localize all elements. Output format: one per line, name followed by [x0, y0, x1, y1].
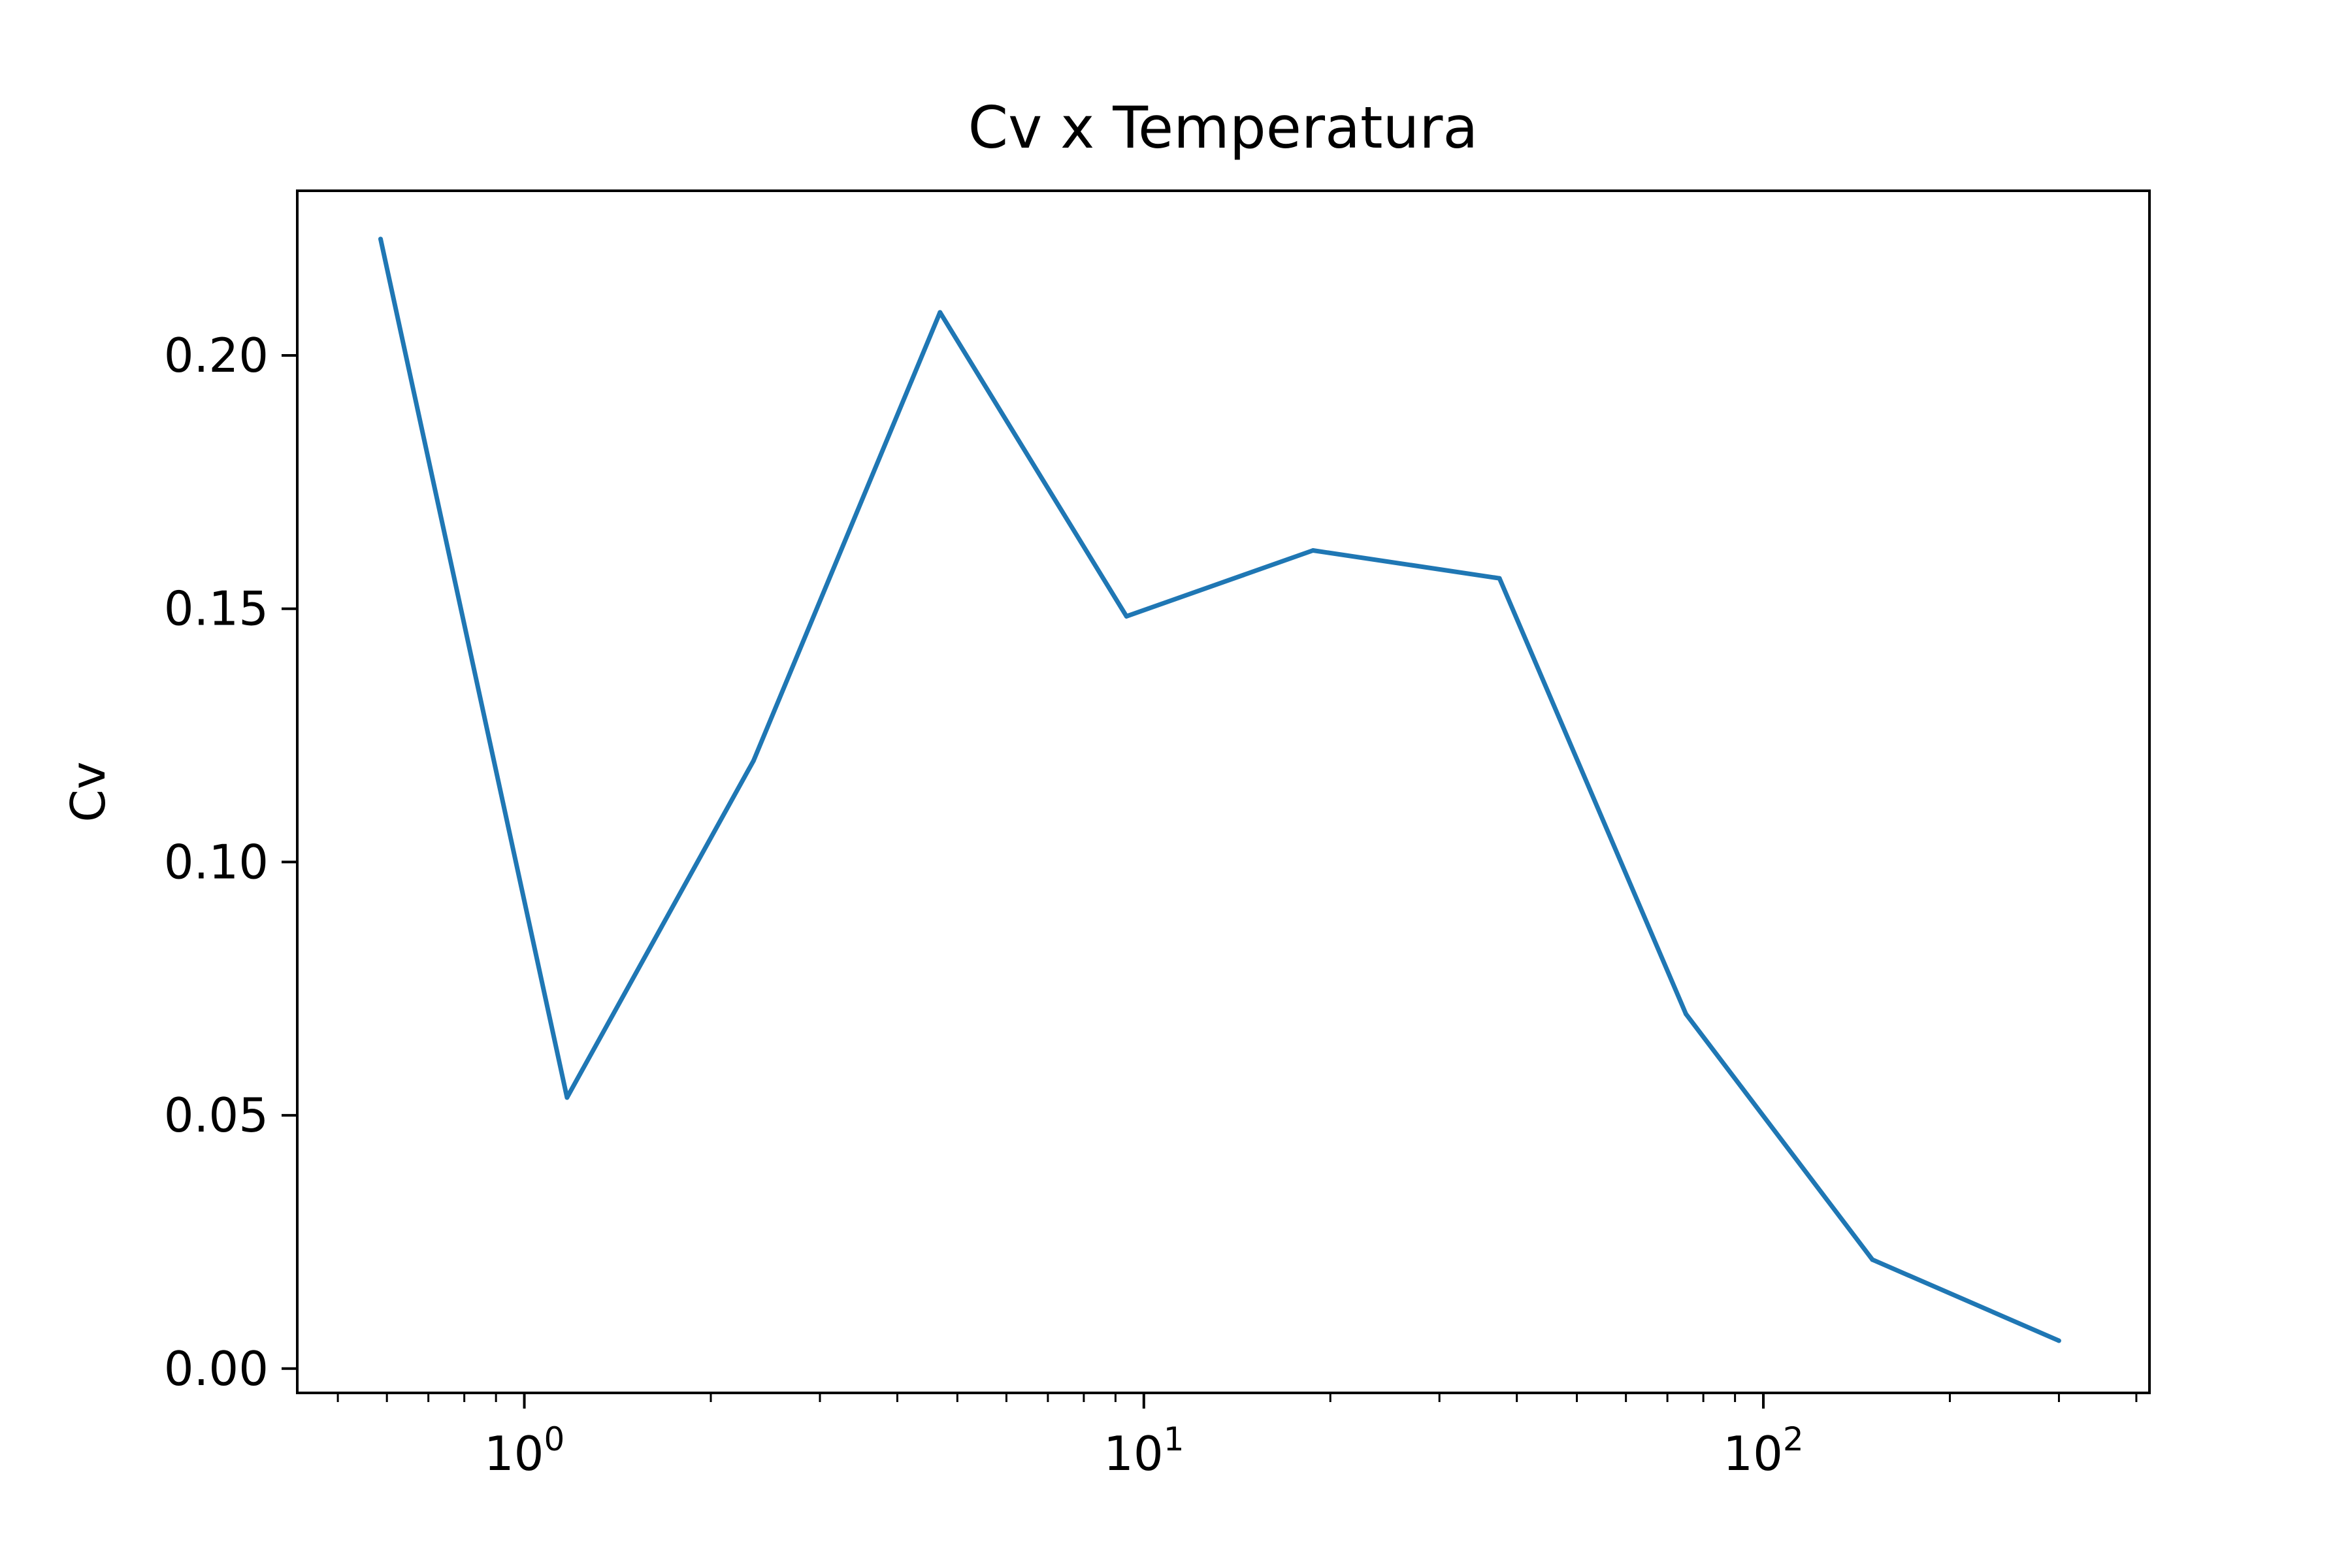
y-tick-label: 0.00: [164, 1341, 269, 1396]
data-point-1: [564, 1095, 570, 1100]
y-tick-label: 0.05: [164, 1088, 269, 1143]
axes-frame: [296, 189, 2151, 1394]
y-tick-label: 0.20: [164, 328, 269, 383]
series-line-0: [378, 238, 2060, 1343]
y-axis-label: Cv: [61, 762, 116, 823]
data-point-5: [1311, 548, 1316, 553]
x-tick-label: 102: [1723, 1420, 1803, 1481]
chart-title: Cv x Temperatura: [968, 94, 1478, 161]
y-tick-label: 0.10: [164, 834, 269, 889]
data-point-0: [378, 237, 383, 242]
data-point-4: [1124, 613, 1129, 619]
y-tick-label: 0.15: [164, 581, 269, 636]
x-tick-label: 101: [1103, 1420, 1184, 1481]
data-point-8: [1870, 1257, 1875, 1262]
data-point-2: [751, 758, 756, 763]
plot-area: 0.00 0.05 0.10 0.15 0.20 100 101 102: [164, 189, 2151, 1481]
data-point-9: [2056, 1338, 2061, 1343]
data-point-3: [938, 310, 943, 315]
x-tick-label: 100: [484, 1420, 564, 1481]
data-point-6: [1497, 576, 1502, 581]
data-point-7: [1684, 1011, 1688, 1017]
